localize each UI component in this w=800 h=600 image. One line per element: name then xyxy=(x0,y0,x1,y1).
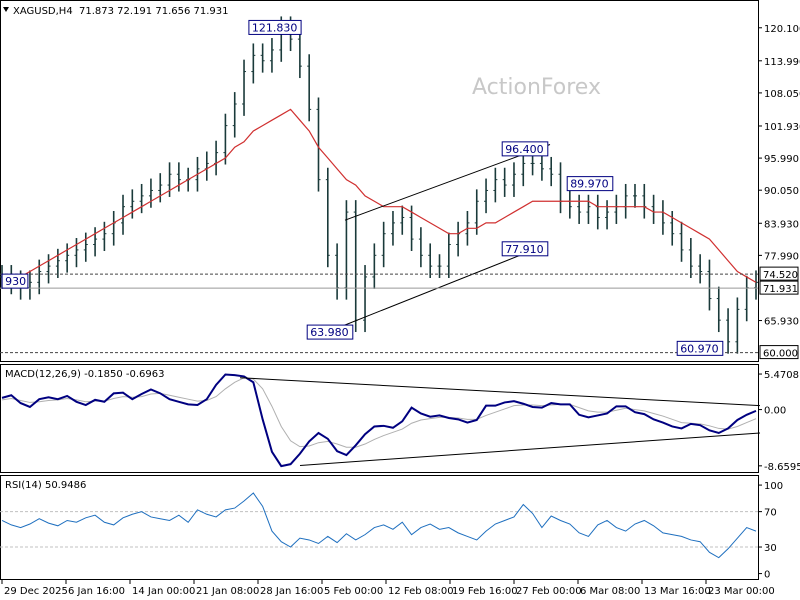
x-tick-label: 13 Mar 16:00 xyxy=(644,586,711,597)
x-tick-label: 5 Feb 00:00 xyxy=(324,586,383,597)
axes: 74.520 71.931 60.000 120.100 113.990 108.050 1… xyxy=(1,24,800,597)
level-tag-label: 60.000 xyxy=(763,349,798,360)
rsi-tick-label: 30 xyxy=(764,543,777,554)
macd-panel: MACD(12,26,9) -0.1850 -0.6963 xyxy=(1,369,761,468)
price-annotation-box xyxy=(306,324,354,340)
macd-trendline xyxy=(299,432,761,466)
x-tick-label: 6 Jan 16:00 xyxy=(68,586,125,597)
x-tick-label: 12 Feb 08:00 xyxy=(388,586,454,597)
macd-signal-line xyxy=(1,377,757,448)
x-tick-label: 27 Feb 00:00 xyxy=(516,586,582,597)
level-tag-label: 74.520 xyxy=(763,270,798,281)
price-annotation: 930 xyxy=(5,275,26,288)
price-annotation: 60.970 xyxy=(680,342,719,355)
price-annotation: 121.830 xyxy=(252,21,298,34)
macd-title: MACD(12,26,9) -0.1850 -0.6963 xyxy=(5,369,165,380)
macd-tick-label: 0.00 xyxy=(764,406,786,417)
price-tick-label: 65.930 xyxy=(764,317,799,328)
rsi-tick-label: 70 xyxy=(764,508,777,519)
rsi-title: RSI(14) 50.9486 xyxy=(5,480,86,491)
triangle-down-icon xyxy=(3,7,9,12)
price-annotation-box xyxy=(566,176,614,192)
price-annotation-box xyxy=(248,19,302,35)
symbol-label: XAGUSD,H4 xyxy=(13,6,73,17)
rsi-line xyxy=(1,492,757,559)
x-tick-label: 19 Feb 16:00 xyxy=(452,586,518,597)
macd-line xyxy=(1,373,757,468)
price-annotation-box xyxy=(676,340,724,356)
price-tick-label: 77.990 xyxy=(764,251,799,262)
ohlc-readout: 71.873 72.191 71.656 71.931 xyxy=(79,6,229,17)
x-tick-label: 28 Jan 16:00 xyxy=(260,586,323,597)
moving-average-line xyxy=(1,108,757,289)
x-tick-label: 29 Dec 2025 xyxy=(4,586,68,597)
level-tag-label: 71.931 xyxy=(763,284,798,295)
x-tick-label: 21 Jan 08:00 xyxy=(196,586,259,597)
price-trendline xyxy=(329,254,521,332)
macd-panel-frame xyxy=(0,364,759,473)
macd-tick-label: 5.4708 xyxy=(764,370,799,381)
price-tick-label: 120.100 xyxy=(764,24,800,35)
x-tick-label: 14 Jan 00:00 xyxy=(132,586,195,597)
watermark: ActionForex xyxy=(472,75,601,100)
price-annotation: 89.970 xyxy=(570,178,609,191)
price-trendline xyxy=(344,144,551,221)
rsi-panel-frame xyxy=(0,475,759,580)
price-tick-label: 113.990 xyxy=(764,57,800,68)
rsi-tick-label: 0 xyxy=(764,570,770,581)
rsi-tick-label: 100 xyxy=(764,481,783,492)
price-annotation-box xyxy=(1,273,29,289)
level-tag-box xyxy=(759,280,799,295)
price-tick-label: 83.930 xyxy=(764,219,799,230)
price-annotation: 63.980 xyxy=(310,326,349,339)
rsi-panel: RSI(14) 50.9486 xyxy=(0,480,758,559)
level-tag-box xyxy=(759,345,799,360)
price-annotation: 96.400 xyxy=(505,143,544,156)
price-tick-label: 95.990 xyxy=(764,154,799,165)
price-panel-frame xyxy=(0,0,759,362)
macd-trendline xyxy=(239,377,761,407)
price-tick-label: 108.050 xyxy=(764,89,800,100)
price-annotation-box xyxy=(501,241,549,257)
price-panel: 121.830 96.400 89.970 77.910 63.980 60.970 930 xyxy=(0,16,758,356)
price-annotation: 77.910 xyxy=(505,243,544,256)
price-annotation-box xyxy=(501,141,549,157)
x-tick-label: 6 Mar 08:00 xyxy=(580,586,640,597)
price-tick-label: 101.930 xyxy=(764,122,800,133)
price-tick-label: 90.050 xyxy=(764,186,799,197)
level-tag-box xyxy=(759,266,799,281)
x-tick-label: 23 Mar 00:00 xyxy=(708,586,775,597)
macd-tick-label: -8.6595 xyxy=(764,462,800,473)
